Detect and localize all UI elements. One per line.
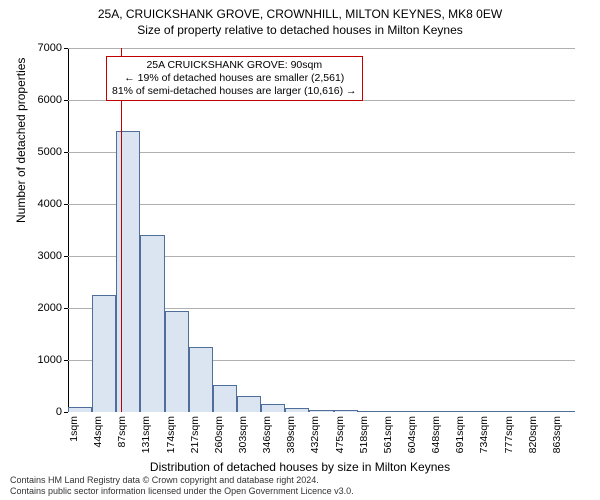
bar-slot: 87sqm <box>116 48 140 412</box>
xtick-label: 820sqm <box>527 416 539 453</box>
histogram-bar <box>454 411 478 412</box>
bar-slot: 389sqm <box>285 48 309 412</box>
histogram-bar <box>237 396 261 412</box>
annotation-line2: ← 19% of detached houses are smaller (2,… <box>112 72 357 85</box>
xtick-label: 346sqm <box>261 416 273 453</box>
bar-slot: 260sqm <box>213 48 237 412</box>
plot-area: 01000200030004000500060007000 1sqm44sqm8… <box>68 48 575 412</box>
bar-slot: 820sqm <box>527 48 551 412</box>
bar-slot: 648sqm <box>430 48 454 412</box>
annotation-line3: 81% of semi-detached houses are larger (… <box>112 85 357 98</box>
histogram-bar <box>116 131 140 412</box>
y-axis-label: Number of detached properties <box>14 58 28 223</box>
title-line1: 25A, CRUICKSHANK GROVE, CROWNHILL, MILTO… <box>0 6 600 22</box>
histogram-bar <box>68 407 92 412</box>
xtick-label: 432sqm <box>309 416 321 453</box>
bar-slot: 131sqm <box>140 48 164 412</box>
histogram-bar <box>503 411 527 412</box>
annotation-line1: 25A CRUICKSHANK GROVE: 90sqm <box>112 59 357 72</box>
property-marker-line <box>121 48 122 412</box>
xtick-label: 131sqm <box>140 416 152 453</box>
histogram-bar <box>527 411 551 412</box>
histogram-bar <box>213 385 237 412</box>
ytick-label: 0 <box>56 406 62 418</box>
xtick-label: 475sqm <box>334 416 346 453</box>
histogram-bar <box>165 311 189 412</box>
bar-slot: 518sqm <box>358 48 382 412</box>
histogram-bar <box>382 411 406 412</box>
xtick-label: 260sqm <box>213 416 225 453</box>
xtick-label: 303sqm <box>237 416 249 453</box>
xtick-label: 518sqm <box>358 416 370 453</box>
bar-slot: 217sqm <box>189 48 213 412</box>
histogram-bar <box>261 404 285 412</box>
bar-slot: 777sqm <box>503 48 527 412</box>
footer-line1: Contains HM Land Registry data © Crown c… <box>10 475 354 485</box>
xtick-label: 604sqm <box>406 416 418 453</box>
xtick-label: 87sqm <box>116 416 128 448</box>
histogram-bar <box>430 411 454 412</box>
histogram-bar <box>478 411 502 412</box>
bar-slot: 44sqm <box>92 48 116 412</box>
ytick-label: 6000 <box>38 94 62 106</box>
histogram-bar <box>334 410 358 412</box>
x-axis-label: Distribution of detached houses by size … <box>0 460 600 474</box>
ytick-label: 5000 <box>38 146 62 158</box>
ytick-label: 4000 <box>38 198 62 210</box>
bar-slot: 1sqm <box>68 48 92 412</box>
histogram-bar <box>140 235 164 412</box>
ytick-label: 7000 <box>38 42 62 54</box>
histogram-bar <box>358 411 382 412</box>
histogram-bar <box>285 408 309 412</box>
bar-slot: 475sqm <box>334 48 358 412</box>
xtick-label: 863sqm <box>551 416 563 453</box>
chart-title: 25A, CRUICKSHANK GROVE, CROWNHILL, MILTO… <box>0 0 600 38</box>
bars-container: 1sqm44sqm87sqm131sqm174sqm217sqm260sqm30… <box>68 48 575 412</box>
bar-slot: 561sqm <box>382 48 406 412</box>
histogram-bar <box>309 410 333 412</box>
bar-slot: 604sqm <box>406 48 430 412</box>
xtick-label: 174sqm <box>165 416 177 453</box>
xtick-label: 734sqm <box>478 416 490 453</box>
title-line2: Size of property relative to detached ho… <box>0 22 600 38</box>
xtick-label: 691sqm <box>454 416 466 453</box>
histogram-bar <box>189 347 213 412</box>
bar-slot: 863sqm <box>551 48 575 412</box>
annotation-box: 25A CRUICKSHANK GROVE: 90sqm ← 19% of de… <box>106 56 363 101</box>
footer: Contains HM Land Registry data © Crown c… <box>10 475 354 496</box>
ytick-label: 2000 <box>38 302 62 314</box>
ytick-label: 1000 <box>38 354 62 366</box>
xtick-label: 777sqm <box>503 416 515 453</box>
bar-slot: 432sqm <box>309 48 333 412</box>
xtick-label: 648sqm <box>430 416 442 453</box>
bar-slot: 691sqm <box>454 48 478 412</box>
histogram-bar <box>551 411 575 412</box>
bar-slot: 303sqm <box>237 48 261 412</box>
footer-line2: Contains public sector information licen… <box>10 486 354 496</box>
xtick-label: 44sqm <box>92 416 104 448</box>
xtick-label: 389sqm <box>285 416 297 453</box>
xtick-label: 561sqm <box>382 416 394 453</box>
ytick-label: 3000 <box>38 250 62 262</box>
bar-slot: 346sqm <box>261 48 285 412</box>
bar-slot: 734sqm <box>478 48 502 412</box>
ytick-mark <box>64 412 68 413</box>
histogram-bar <box>92 295 116 412</box>
histogram-bar <box>406 411 430 412</box>
xtick-label: 1sqm <box>68 416 80 442</box>
bar-slot: 174sqm <box>165 48 189 412</box>
xtick-label: 217sqm <box>189 416 201 453</box>
